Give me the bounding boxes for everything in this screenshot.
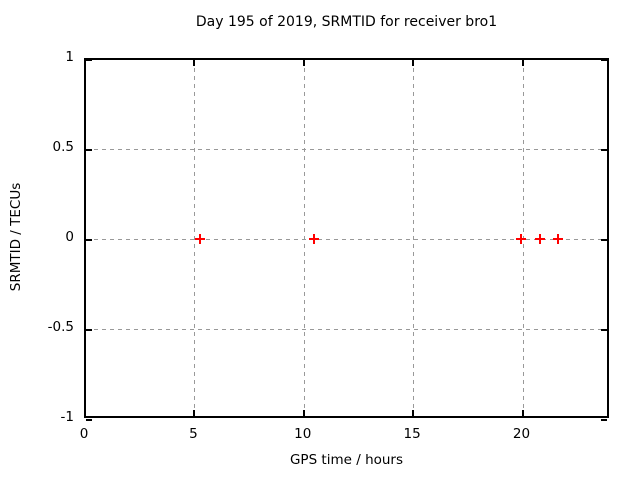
data-point-marker [309, 234, 320, 244]
x-tick-top [412, 60, 415, 66]
gridline-vertical [194, 60, 196, 416]
gridline-vertical [413, 60, 415, 416]
y-tick-label: 1 [65, 49, 74, 65]
data-point-marker [515, 234, 526, 244]
gridline-vertical [303, 60, 305, 416]
y-tick-label: -0.5 [47, 319, 74, 335]
y-tick-left [86, 239, 92, 241]
chart-title: Day 195 of 2019, SRMTID for receiver bro… [195, 14, 498, 30]
x-tick-top [84, 60, 86, 66]
y-tick-right [601, 329, 607, 331]
x-tick-top [521, 60, 524, 66]
x-tick-bottom [412, 410, 415, 416]
y-tick-right [601, 59, 607, 61]
y-tick-left [86, 149, 92, 151]
x-tick-label: 15 [403, 426, 421, 442]
x-axis-title: GPS time / hours [289, 452, 404, 468]
y-axis-title: SRMTID / TECUs [8, 182, 24, 292]
x-tick-label: 0 [79, 426, 89, 442]
gridline-horizontal [86, 149, 607, 150]
y-tick-left [86, 59, 92, 61]
x-tick-top [193, 60, 196, 66]
x-tick-label: 10 [294, 426, 312, 442]
plot-area [84, 58, 609, 421]
data-point-marker [195, 234, 206, 244]
y-tick-left [86, 419, 92, 421]
gridline-horizontal [86, 329, 607, 330]
x-tick-bottom [193, 410, 196, 416]
y-tick-label: 0 [65, 229, 74, 245]
data-point-marker [535, 234, 545, 244]
y-tick-right [601, 149, 607, 151]
x-tick-bottom [521, 410, 524, 416]
x-tick-bottom [84, 410, 86, 416]
x-tick-label: 5 [189, 426, 198, 442]
y-tick-right [601, 239, 607, 241]
x-tick-top [302, 60, 305, 66]
data-point-marker [552, 234, 563, 244]
y-tick-label: 0.5 [52, 139, 74, 155]
x-tick-bottom [302, 410, 305, 416]
y-tick-left [86, 329, 92, 331]
y-tick-label: -1 [60, 409, 74, 425]
y-tick-right [601, 419, 607, 421]
gridline-horizontal [86, 239, 607, 240]
x-tick-label: 20 [512, 426, 531, 442]
